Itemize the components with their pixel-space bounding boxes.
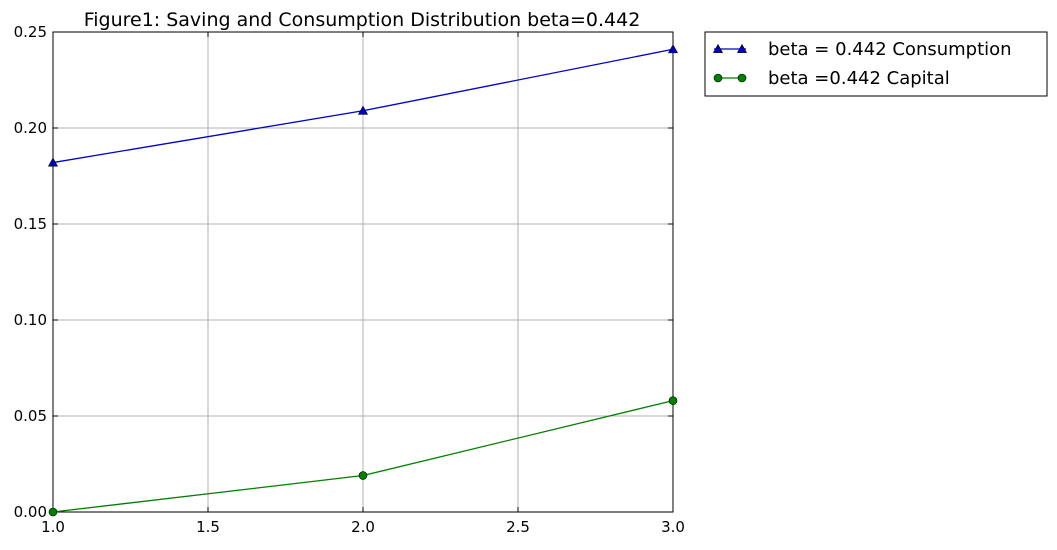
x-tick-label: 3.0 — [661, 518, 685, 536]
legend-marker-0 — [736, 43, 748, 53]
series-layer — [47, 44, 679, 517]
legend-marker-1 — [737, 73, 747, 83]
y-tick-label: 0.10 — [14, 311, 47, 329]
series-point-0 — [667, 44, 679, 54]
grid-layer — [53, 32, 673, 512]
legend-frame — [704, 31, 1048, 97]
legend-marker-1 — [713, 73, 723, 83]
chart-title: Figure1: Saving and Consumption Distribu… — [84, 9, 641, 31]
series-point-0 — [357, 105, 369, 115]
y-tick-label: 0.05 — [14, 407, 47, 425]
ticks-layer: 1.0 1.5 2.0 2.5 3.0 0.00 0.05 0.10 0.15 0.20 0.25 — [14, 23, 685, 536]
series-point-1 — [48, 507, 58, 517]
series-point-1 — [668, 396, 678, 405]
legend-label-1: beta =0.442 Capital — [768, 68, 950, 89]
x-tick-label: 1.0 — [41, 518, 65, 536]
legend: beta = 0.442 Consumption beta =0.442 Capi… — [704, 31, 1048, 97]
x-tick-label: 2.0 — [351, 518, 375, 536]
y-tick-label: 0.15 — [14, 215, 47, 233]
series-point-0 — [47, 157, 59, 167]
y-tick-label: 0.00 — [14, 503, 47, 521]
x-tick-label: 2.5 — [506, 518, 530, 536]
x-tick-label: 1.5 — [196, 518, 220, 536]
y-tick-label: 0.25 — [14, 23, 47, 41]
y-tick-label: 0.20 — [14, 119, 47, 137]
series-point-1 — [358, 471, 368, 480]
legend-label-0: beta = 0.442 Consumption — [768, 39, 1012, 60]
legend-marker-0 — [712, 43, 724, 53]
